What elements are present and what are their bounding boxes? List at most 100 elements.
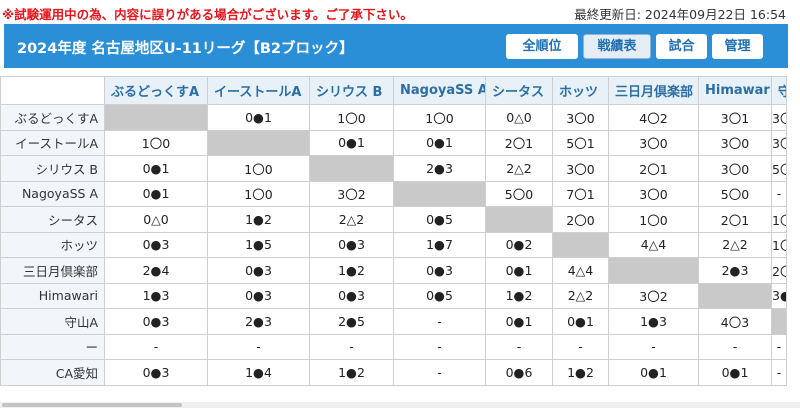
result-cell: 1●7 bbox=[393, 231, 486, 258]
self-match-cell bbox=[552, 231, 609, 258]
row-team-name: 守山A bbox=[0, 308, 105, 335]
result-cell: 0●1 bbox=[393, 129, 486, 156]
result-cell: 1●2 bbox=[309, 257, 394, 284]
result-cell: - bbox=[393, 308, 486, 335]
horizontal-scrollbar[interactable] bbox=[0, 402, 800, 408]
result-cell: 1●2 bbox=[207, 206, 310, 233]
row-team-name: ホッツ bbox=[0, 231, 105, 258]
result-cell: 0●2 bbox=[485, 231, 553, 258]
column-header: Himawari bbox=[698, 76, 772, 105]
scrollbar-thumb[interactable] bbox=[2, 403, 182, 407]
result-cell: 3〇0 bbox=[552, 155, 609, 182]
row-team-name: シリウス B bbox=[0, 155, 105, 182]
table-row: ー--------- bbox=[0, 333, 787, 360]
result-cell: 1〇 bbox=[771, 206, 787, 233]
result-cell: 3〇0 bbox=[698, 129, 772, 156]
column-header: シリウス B bbox=[309, 76, 394, 105]
result-cell: 3〇0 bbox=[698, 155, 772, 182]
result-cell: 1〇0 bbox=[104, 129, 208, 156]
results-grid: ぶるどっくすA イーストールA シリウス B NagoyaSS A シータス ホッツ 三日月… bbox=[0, 76, 800, 408]
nav-overall-standings-button[interactable]: 全順位 bbox=[506, 34, 578, 59]
result-cell: 1〇0 bbox=[393, 104, 486, 131]
column-header: 三日月倶楽部 bbox=[608, 76, 699, 105]
result-cell: 1〇0 bbox=[207, 155, 310, 182]
page-title: 2024年度 名古屋地区U-11リーグ【B2ブロック】 bbox=[17, 41, 354, 57]
result-cell: 4〇2 bbox=[608, 104, 699, 131]
self-match-cell bbox=[309, 155, 394, 182]
result-cell: 0●1 bbox=[309, 129, 394, 156]
trial-notice: ※試験運用中の為、内容に誤りがある場合がございます。ご了承下さい。 bbox=[2, 7, 413, 22]
result-cell: 1●2 bbox=[309, 359, 394, 386]
column-header: ぶるどっくすA bbox=[104, 76, 208, 105]
result-cell: 2〇0 bbox=[552, 206, 609, 233]
result-cell: 0△0 bbox=[485, 104, 553, 131]
result-cell: 0●5 bbox=[393, 206, 486, 233]
result-cell: 3〇 bbox=[771, 104, 787, 131]
result-cell: 0●3 bbox=[207, 282, 310, 309]
column-header: イーストールA bbox=[207, 76, 310, 105]
result-cell: 1〇0 bbox=[608, 206, 699, 233]
result-cell: 0△0 bbox=[104, 206, 208, 233]
result-cell: 0●1 bbox=[698, 359, 772, 386]
self-match-cell bbox=[393, 180, 486, 207]
result-cell: - bbox=[771, 359, 787, 386]
self-match-cell bbox=[771, 308, 787, 335]
self-match-cell bbox=[485, 206, 553, 233]
result-cell: 2●3 bbox=[207, 308, 310, 335]
nav-results-table-button[interactable]: 戦績表 bbox=[583, 34, 651, 59]
result-cell: 1●3 bbox=[104, 282, 208, 309]
result-cell: 0●3 bbox=[309, 282, 394, 309]
table-header-row: ぶるどっくすA イーストールA シリウス B NagoyaSS A シータス ホッツ 三日月… bbox=[0, 76, 787, 105]
last-updated: 最終更新日: 2024年09月22日 16:54 bbox=[574, 7, 786, 22]
column-header: シータス bbox=[485, 76, 553, 105]
result-cell: 4△4 bbox=[552, 257, 609, 284]
result-cell: 2〇 bbox=[771, 257, 787, 284]
row-team-name: NagoyaSS A bbox=[0, 180, 105, 207]
result-cell: 2△2 bbox=[698, 231, 772, 258]
result-cell: 0●6 bbox=[485, 359, 553, 386]
result-cell: 3〇0 bbox=[552, 104, 609, 131]
result-cell: 2●5 bbox=[309, 308, 394, 335]
result-cell: 1〇0 bbox=[207, 180, 310, 207]
row-team-name: Himawari bbox=[0, 282, 105, 309]
result-cell: 3〇0 bbox=[608, 180, 699, 207]
result-cell: 2△2 bbox=[485, 155, 553, 182]
result-cell: 1●5 bbox=[207, 231, 310, 258]
result-cell: 3〇 bbox=[771, 129, 787, 156]
result-cell: 1●2 bbox=[552, 359, 609, 386]
result-cell: 0●1 bbox=[104, 180, 208, 207]
result-cell: 3〇2 bbox=[309, 180, 394, 207]
self-match-cell bbox=[608, 257, 699, 284]
result-cell: 0●3 bbox=[393, 257, 486, 284]
corner-cell bbox=[0, 76, 105, 105]
table-row: CA愛知 0●3 1●4 1●2-0●6 1●2 0●1 0●1- bbox=[0, 359, 787, 386]
result-cell: 1●4 bbox=[207, 359, 310, 386]
result-cell: 1●2 bbox=[485, 282, 553, 309]
results-table: ぶるどっくすA イーストールA シリウス B NagoyaSS A シータス ホッツ 三日月… bbox=[0, 76, 787, 386]
column-header: ホッツ bbox=[552, 76, 609, 105]
nav-matches-button[interactable]: 試合 bbox=[656, 34, 707, 59]
result-cell: 3● bbox=[771, 282, 787, 309]
result-cell: 0●5 bbox=[393, 282, 486, 309]
result-cell: 2〇1 bbox=[608, 155, 699, 182]
result-cell: - bbox=[393, 333, 486, 360]
table-row: 守山A 0●3 2●3 2●5-0●1 0●1 1●3 4〇3 bbox=[0, 308, 787, 335]
result-cell: 4〇3 bbox=[698, 308, 772, 335]
result-cell: - bbox=[608, 333, 699, 360]
result-cell: 0●1 bbox=[485, 308, 553, 335]
row-team-name: 三日月倶楽部 bbox=[0, 257, 105, 284]
page-header: 2024年度 名古屋地区U-11リーグ【B2ブロック】 全順位 戦績表 試合 管… bbox=[4, 24, 788, 68]
result-cell: 5〇0 bbox=[698, 180, 772, 207]
column-header: NagoyaSS A bbox=[393, 76, 486, 105]
nav-admin-button[interactable]: 管理 bbox=[712, 34, 763, 59]
result-cell: 0●3 bbox=[104, 359, 208, 386]
result-cell: 0●3 bbox=[104, 308, 208, 335]
row-team-name: ぶるどっくすA bbox=[0, 104, 105, 131]
